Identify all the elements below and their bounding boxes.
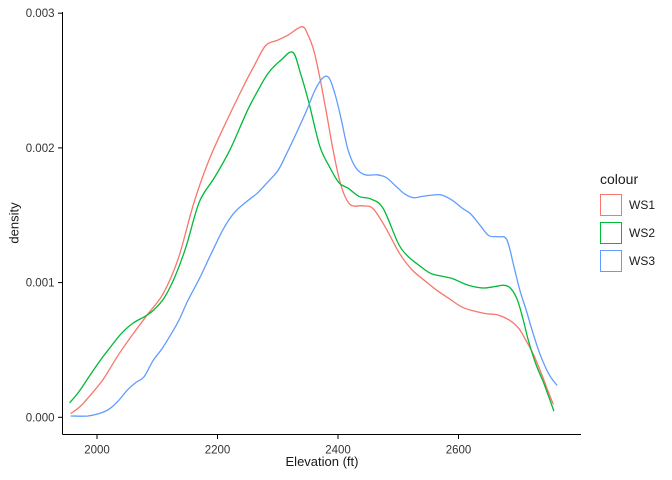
curve-ws2 — [69, 51, 555, 412]
y-tick-label: 0.002 — [26, 143, 55, 155]
x-axis-title: Elevation (ft) — [285, 454, 359, 469]
curve-ws1 — [70, 26, 554, 414]
legend-items: WS1 WS2 WS3 — [600, 194, 655, 272]
legend-key-ws2 — [600, 222, 622, 244]
legend-label: WS1 — [629, 198, 656, 212]
y-tick-label: 0.000 — [26, 412, 55, 424]
legend-label: WS2 — [629, 226, 656, 240]
legend-key-ws1 — [600, 194, 622, 216]
legend: colour WS1 WS2 WS3 — [600, 171, 655, 278]
y-tick-label: 0.001 — [26, 278, 55, 290]
x-tick-label: 2400 — [325, 445, 351, 457]
x-tick-label: 2000 — [84, 445, 110, 457]
y-axis-title: density — [6, 202, 22, 244]
legend-item-ws1: WS1 — [600, 194, 655, 216]
y-tick-label: 0.003 — [26, 8, 55, 20]
legend-title: colour — [600, 171, 639, 187]
legend-label: WS3 — [629, 254, 656, 268]
x-tick-label: 2600 — [446, 445, 472, 457]
curve-ws3 — [70, 75, 558, 417]
legend-item-ws2: WS2 — [600, 222, 655, 244]
legend-item-ws3: WS3 — [600, 250, 655, 272]
x-tick-label: 2200 — [205, 445, 231, 457]
legend-key-ws3 — [600, 250, 622, 272]
